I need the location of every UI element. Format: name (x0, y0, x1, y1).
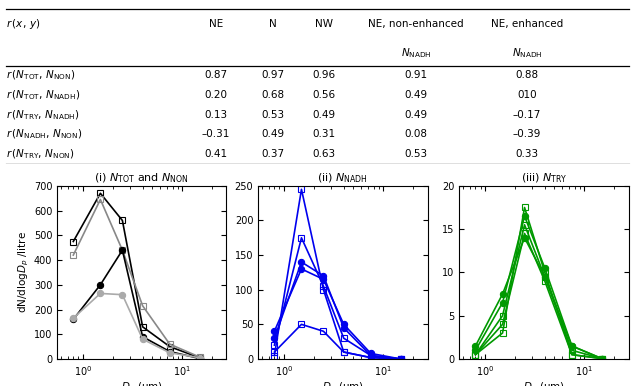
Text: N: N (269, 19, 277, 29)
Text: $r\,(N_{\rm TRY},\,N_{\rm NON})$: $r\,(N_{\rm TRY},\,N_{\rm NON})$ (6, 147, 75, 161)
Text: 010: 010 (518, 90, 537, 100)
Text: 0.41: 0.41 (204, 149, 227, 159)
Text: NW: NW (315, 19, 333, 29)
Text: 0.91: 0.91 (404, 70, 427, 80)
Text: 0.88: 0.88 (516, 70, 538, 80)
Text: 0.68: 0.68 (262, 90, 284, 100)
Text: $r\,(x,\,y)$: $r\,(x,\,y)$ (6, 17, 41, 31)
X-axis label: $D_p$ (μm): $D_p$ (μm) (523, 381, 565, 386)
Text: 0.31: 0.31 (312, 129, 335, 139)
Text: 0.49: 0.49 (404, 90, 427, 100)
Text: 0.96: 0.96 (312, 70, 335, 80)
Text: 0.87: 0.87 (204, 70, 227, 80)
Title: (iii) $N_{\mathrm{TRY}}$: (iii) $N_{\mathrm{TRY}}$ (521, 172, 567, 186)
Y-axis label: dN/dlog$D_p$ /litre: dN/dlog$D_p$ /litre (17, 232, 31, 313)
Text: –0.31: –0.31 (202, 129, 230, 139)
Text: 0.33: 0.33 (516, 149, 538, 159)
Text: $r\,(N_{\rm NADH},\,N_{\rm NON})$: $r\,(N_{\rm NADH},\,N_{\rm NON})$ (6, 128, 83, 141)
Text: 0.13: 0.13 (204, 110, 227, 120)
X-axis label: $D_p$ (μm): $D_p$ (μm) (322, 381, 364, 386)
Text: 0.53: 0.53 (404, 149, 427, 159)
Text: $r\,(N_{\rm TOT},\,N_{\rm NON})$: $r\,(N_{\rm TOT},\,N_{\rm NON})$ (6, 69, 76, 82)
Text: NE, enhanced: NE, enhanced (491, 19, 563, 29)
Text: 0.53: 0.53 (262, 110, 284, 120)
Text: 0.97: 0.97 (262, 70, 284, 80)
Text: $r\,(N_{\rm TRY},\,N_{\rm NADH})$: $r\,(N_{\rm TRY},\,N_{\rm NADH})$ (6, 108, 80, 122)
Text: –0.17: –0.17 (513, 110, 541, 120)
Text: $N_{\rm NADH}$: $N_{\rm NADH}$ (512, 46, 542, 59)
Text: $N_{\rm NADH}$: $N_{\rm NADH}$ (401, 46, 431, 59)
X-axis label: $D_p$ (μm): $D_p$ (μm) (121, 381, 163, 386)
Text: 0.49: 0.49 (404, 110, 427, 120)
Text: 0.08: 0.08 (404, 129, 427, 139)
Text: 0.49: 0.49 (312, 110, 335, 120)
Text: NE, non-enhanced: NE, non-enhanced (368, 19, 464, 29)
Text: $r\,(N_{\rm TOT},\,N_{\rm NADH})$: $r\,(N_{\rm TOT},\,N_{\rm NADH})$ (6, 88, 81, 102)
Text: 0.37: 0.37 (262, 149, 284, 159)
Text: NE: NE (209, 19, 223, 29)
Text: 0.56: 0.56 (312, 90, 335, 100)
Title: (ii) $N_{\mathrm{NADH}}$: (ii) $N_{\mathrm{NADH}}$ (318, 172, 368, 186)
Title: (i) $N_{\mathrm{TOT}}$ and $N_{\mathrm{NON}}$: (i) $N_{\mathrm{TOT}}$ and $N_{\mathrm{N… (95, 172, 189, 186)
Text: 0.63: 0.63 (312, 149, 335, 159)
Text: –0.39: –0.39 (513, 129, 541, 139)
Text: 0.49: 0.49 (262, 129, 284, 139)
Text: 0.20: 0.20 (204, 90, 227, 100)
